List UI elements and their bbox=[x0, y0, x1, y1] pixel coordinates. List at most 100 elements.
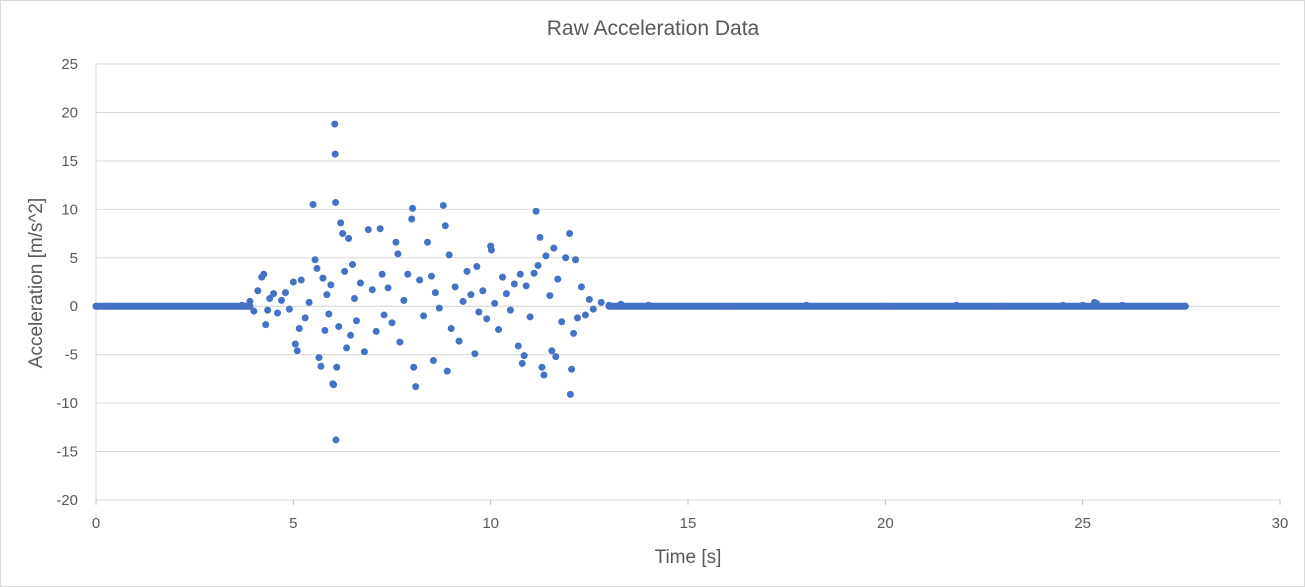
y-tick-label: 20 bbox=[61, 104, 78, 121]
data-point bbox=[376, 225, 384, 233]
data-point bbox=[445, 251, 453, 259]
data-point bbox=[645, 301, 653, 309]
data-point bbox=[343, 344, 351, 352]
data-point bbox=[532, 207, 540, 215]
data-point bbox=[412, 383, 420, 391]
data-point bbox=[378, 270, 386, 278]
data-point bbox=[467, 291, 475, 299]
data-point bbox=[451, 283, 459, 291]
data-point bbox=[479, 287, 487, 295]
data-point bbox=[441, 222, 449, 230]
data-point bbox=[495, 325, 503, 333]
data-point bbox=[92, 302, 100, 310]
data-point bbox=[313, 264, 321, 272]
data-point bbox=[277, 296, 285, 304]
y-axis-label: Acceleration [m/s^2] bbox=[26, 198, 47, 368]
data-point bbox=[573, 314, 581, 322]
y-tick-label: 25 bbox=[61, 56, 78, 73]
y-tick-label: -15 bbox=[56, 444, 78, 461]
data-point bbox=[317, 362, 325, 370]
data-point bbox=[388, 319, 396, 327]
data-point bbox=[364, 226, 372, 234]
data-point bbox=[554, 275, 562, 283]
data-point bbox=[250, 307, 258, 315]
data-point bbox=[520, 352, 528, 360]
data-point bbox=[562, 254, 570, 262]
y-tick-label: 5 bbox=[70, 250, 78, 267]
data-point bbox=[332, 199, 340, 207]
data-series bbox=[92, 120, 1189, 444]
data-point bbox=[572, 256, 580, 264]
data-point bbox=[410, 363, 418, 371]
data-point bbox=[291, 340, 299, 348]
data-point bbox=[536, 233, 544, 241]
data-point bbox=[394, 250, 402, 258]
data-point bbox=[330, 381, 338, 389]
data-point bbox=[540, 371, 548, 379]
data-point bbox=[802, 301, 810, 309]
data-point bbox=[483, 315, 491, 323]
data-point bbox=[443, 367, 451, 375]
data-point bbox=[499, 273, 507, 281]
x-tick-label: 10 bbox=[482, 515, 499, 532]
x-tick-label: 30 bbox=[1272, 515, 1289, 532]
data-point bbox=[534, 262, 542, 270]
x-axis-label: Time [s] bbox=[655, 547, 722, 568]
data-point bbox=[337, 219, 345, 227]
data-point bbox=[270, 290, 278, 298]
data-point bbox=[409, 204, 417, 212]
y-tick-label: -5 bbox=[65, 347, 78, 364]
data-point bbox=[315, 354, 323, 362]
data-point bbox=[1079, 301, 1087, 309]
data-point bbox=[568, 365, 576, 373]
data-point bbox=[396, 338, 404, 346]
gridlines bbox=[95, 63, 1280, 501]
data-point bbox=[605, 301, 613, 309]
data-point bbox=[104, 302, 112, 310]
data-point bbox=[352, 317, 360, 325]
data-point bbox=[341, 267, 349, 275]
x-tick-label: 0 bbox=[92, 515, 100, 532]
data-point bbox=[400, 296, 408, 304]
data-point bbox=[331, 150, 339, 158]
data-point bbox=[325, 310, 333, 318]
data-point bbox=[297, 276, 305, 284]
x-tick-label: 5 bbox=[289, 515, 297, 532]
data-point bbox=[475, 308, 483, 316]
data-point bbox=[542, 252, 550, 260]
data-point bbox=[424, 238, 432, 246]
y-tick-label: 15 bbox=[61, 153, 78, 170]
data-point bbox=[459, 297, 467, 305]
data-point bbox=[530, 269, 538, 277]
data-point bbox=[550, 244, 558, 252]
data-point bbox=[487, 246, 495, 254]
data-point bbox=[577, 283, 585, 291]
data-point bbox=[281, 289, 289, 297]
x-tick-label: 15 bbox=[680, 515, 697, 532]
data-point bbox=[589, 305, 597, 313]
data-point bbox=[538, 363, 546, 371]
data-point bbox=[617, 300, 625, 308]
data-point bbox=[260, 270, 268, 278]
data-point bbox=[558, 318, 566, 326]
data-point bbox=[1118, 301, 1126, 309]
data-point bbox=[455, 337, 463, 345]
data-point bbox=[510, 280, 518, 288]
data-point bbox=[518, 359, 526, 367]
data-point bbox=[881, 302, 889, 310]
data-point bbox=[552, 353, 560, 361]
x-axis-ticks: 0 5 10 15 20 25 30 bbox=[92, 500, 1289, 532]
data-point bbox=[1000, 302, 1008, 310]
data-point bbox=[293, 347, 301, 355]
data-point bbox=[301, 314, 309, 322]
data-point bbox=[585, 295, 593, 303]
data-point bbox=[254, 287, 262, 295]
data-point bbox=[1059, 301, 1067, 309]
data-point bbox=[1181, 302, 1189, 310]
data-point bbox=[420, 312, 428, 320]
data-point bbox=[522, 282, 530, 290]
data-point bbox=[506, 306, 514, 314]
data-point bbox=[392, 238, 400, 246]
